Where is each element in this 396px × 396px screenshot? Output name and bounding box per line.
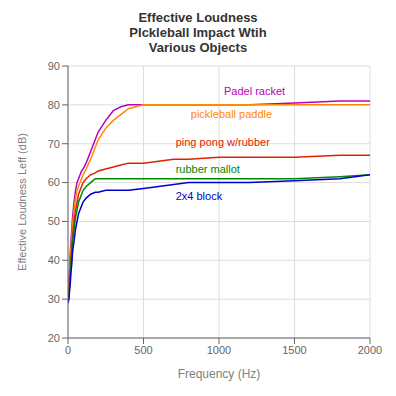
svg-text:Effective Loudness Leff (dB): Effective Loudness Leff (dB) — [16, 133, 28, 271]
svg-text:1000: 1000 — [207, 344, 231, 356]
svg-text:1500: 1500 — [282, 344, 306, 356]
svg-text:2x4 block: 2x4 block — [176, 190, 223, 202]
svg-text:500: 500 — [134, 344, 152, 356]
svg-text:20: 20 — [48, 332, 60, 344]
svg-text:80: 80 — [48, 99, 60, 111]
svg-text:90: 90 — [48, 60, 60, 72]
svg-text:2000: 2000 — [358, 344, 382, 356]
svg-text:40: 40 — [48, 254, 60, 266]
html-text:Effective Loudness: Effective Loudness — [138, 10, 258, 25]
svg-text:70: 70 — [48, 138, 60, 150]
html-text:PIckleball Impact Wtih: PIckleball Impact Wtih — [129, 25, 267, 40]
svg-text:30: 30 — [48, 293, 60, 305]
html-text:Various Objects: Various Objects — [148, 40, 248, 55]
svg-text:ping pong w/rubber: ping pong w/rubber — [176, 136, 271, 148]
svg-text:60: 60 — [48, 176, 60, 188]
svg-text:pickleball paddle: pickleball paddle — [191, 108, 272, 120]
svg-text:Padel racket: Padel racket — [224, 85, 285, 97]
svg-text:0: 0 — [65, 344, 71, 356]
svg-text:50: 50 — [48, 215, 60, 227]
svg-text:rubber mallot: rubber mallot — [176, 163, 240, 175]
svg-text:Frequency (Hz): Frequency (Hz) — [178, 367, 261, 381]
